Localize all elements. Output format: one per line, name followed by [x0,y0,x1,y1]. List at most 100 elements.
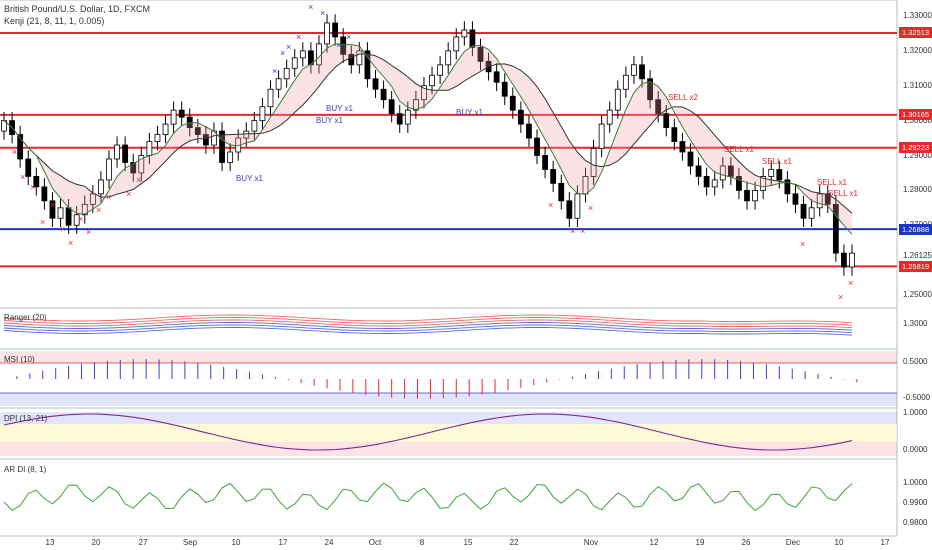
candle [162,123,169,135]
date-axis-label: 17 [278,538,288,547]
sell-marker: × [50,200,55,210]
candle [695,165,702,177]
candle [687,151,694,167]
sub-axis-label: 0.9800 [903,518,928,527]
signal-label: BUY x1 [456,108,483,117]
candle [784,179,791,195]
signal-label: SELL x1 [817,178,847,187]
ardi-pane-label[interactable]: AR DI (8, 1) [4,465,47,474]
candle [49,200,56,219]
indicator-kenji-label[interactable]: Kenji (21, 8, 11, 1, 0.005) [4,16,105,26]
date-axis-label: 17 [880,538,890,547]
buy-marker: × [280,48,285,58]
candle [332,22,339,38]
price-tag: 1.29223 [899,142,932,154]
buy-marker: × [296,32,301,42]
ranger-line [3,319,853,329]
candle [404,109,411,125]
candle [647,78,653,101]
candle [324,22,330,45]
candle [542,155,549,170]
price-axis-label: 1.25000 [903,290,932,299]
signal-label: SELL x1 [724,145,754,154]
candle [251,120,258,132]
candle [283,67,290,80]
sub-axis-label: 1.3000 [903,319,928,328]
candle [17,134,24,160]
buy-marker: × [272,66,277,76]
candle [340,36,347,55]
dpi-pane-label[interactable]: DPI (13, 21) [4,414,48,423]
candle [73,214,80,226]
kenji-line-slow [3,53,853,214]
sell-marker: × [86,227,91,237]
price-axis-label: 1.26125 [903,250,932,260]
buy-marker: × [286,42,291,52]
sell-marker: × [96,205,101,215]
candle [469,29,476,48]
candle [606,109,613,125]
date-axis-label: Dec [785,538,801,547]
date-axis-label: 26 [741,538,751,547]
candle [760,176,767,191]
sub-axis-label: 1.0000 [903,478,928,487]
candle [243,130,250,139]
candle [550,169,557,184]
msi-pane-label[interactable]: MSI (10) [4,355,35,364]
date-axis-label: Sep [182,538,198,547]
candle [275,78,282,90]
candle [509,95,516,111]
sub-axis-label: -0.5000 [903,393,931,402]
candle [679,141,686,153]
sell-marker: × [848,278,853,288]
price-tag: 1.25819 [899,260,932,272]
candle [445,50,452,66]
candle [808,207,815,219]
ranger-pane-label[interactable]: Ranger (20) [4,313,47,322]
candle [33,176,40,188]
candle [461,29,468,38]
candle [348,53,355,66]
candle [671,127,678,142]
sell-marker: × [78,214,83,224]
date-axis-label: 27 [138,538,148,547]
candle [89,193,96,205]
sell-marker: × [126,189,131,199]
candle [138,155,145,174]
candle [41,186,48,202]
kenji-line-fast [3,43,853,235]
date-axis-label: Oct [368,538,382,547]
candle [299,50,306,59]
price-tag: 1.26888 [899,223,932,235]
sell-marker: × [548,200,553,210]
sell-marker: × [800,239,805,249]
candle [25,158,32,177]
candle [380,88,387,101]
candle [396,113,403,125]
candle [776,169,783,181]
signal-label: SELL x1 [828,189,858,198]
sell-marker: × [106,192,111,202]
signal-label: BUY x1 [316,116,343,125]
price-tag: 1.30165 [899,109,932,121]
candle [792,193,799,205]
price-tag: 1.32513 [899,27,932,39]
ranger-line [3,322,853,331]
signal-label: SELL x2 [668,93,698,102]
sell-marker: × [60,224,65,234]
candle [824,193,831,205]
candle [800,203,807,219]
ranger-line [3,317,853,326]
candle [526,123,532,139]
date-axis-label: 22 [509,538,519,547]
date-axis-label: Nov [583,538,599,547]
candle [388,99,395,115]
buy-marker: × [336,40,341,50]
candle [429,74,435,87]
candle [558,182,565,202]
candle [534,137,540,156]
cloud-band [4,43,852,235]
candle [517,109,524,125]
date-axis-label: 13 [45,538,55,547]
